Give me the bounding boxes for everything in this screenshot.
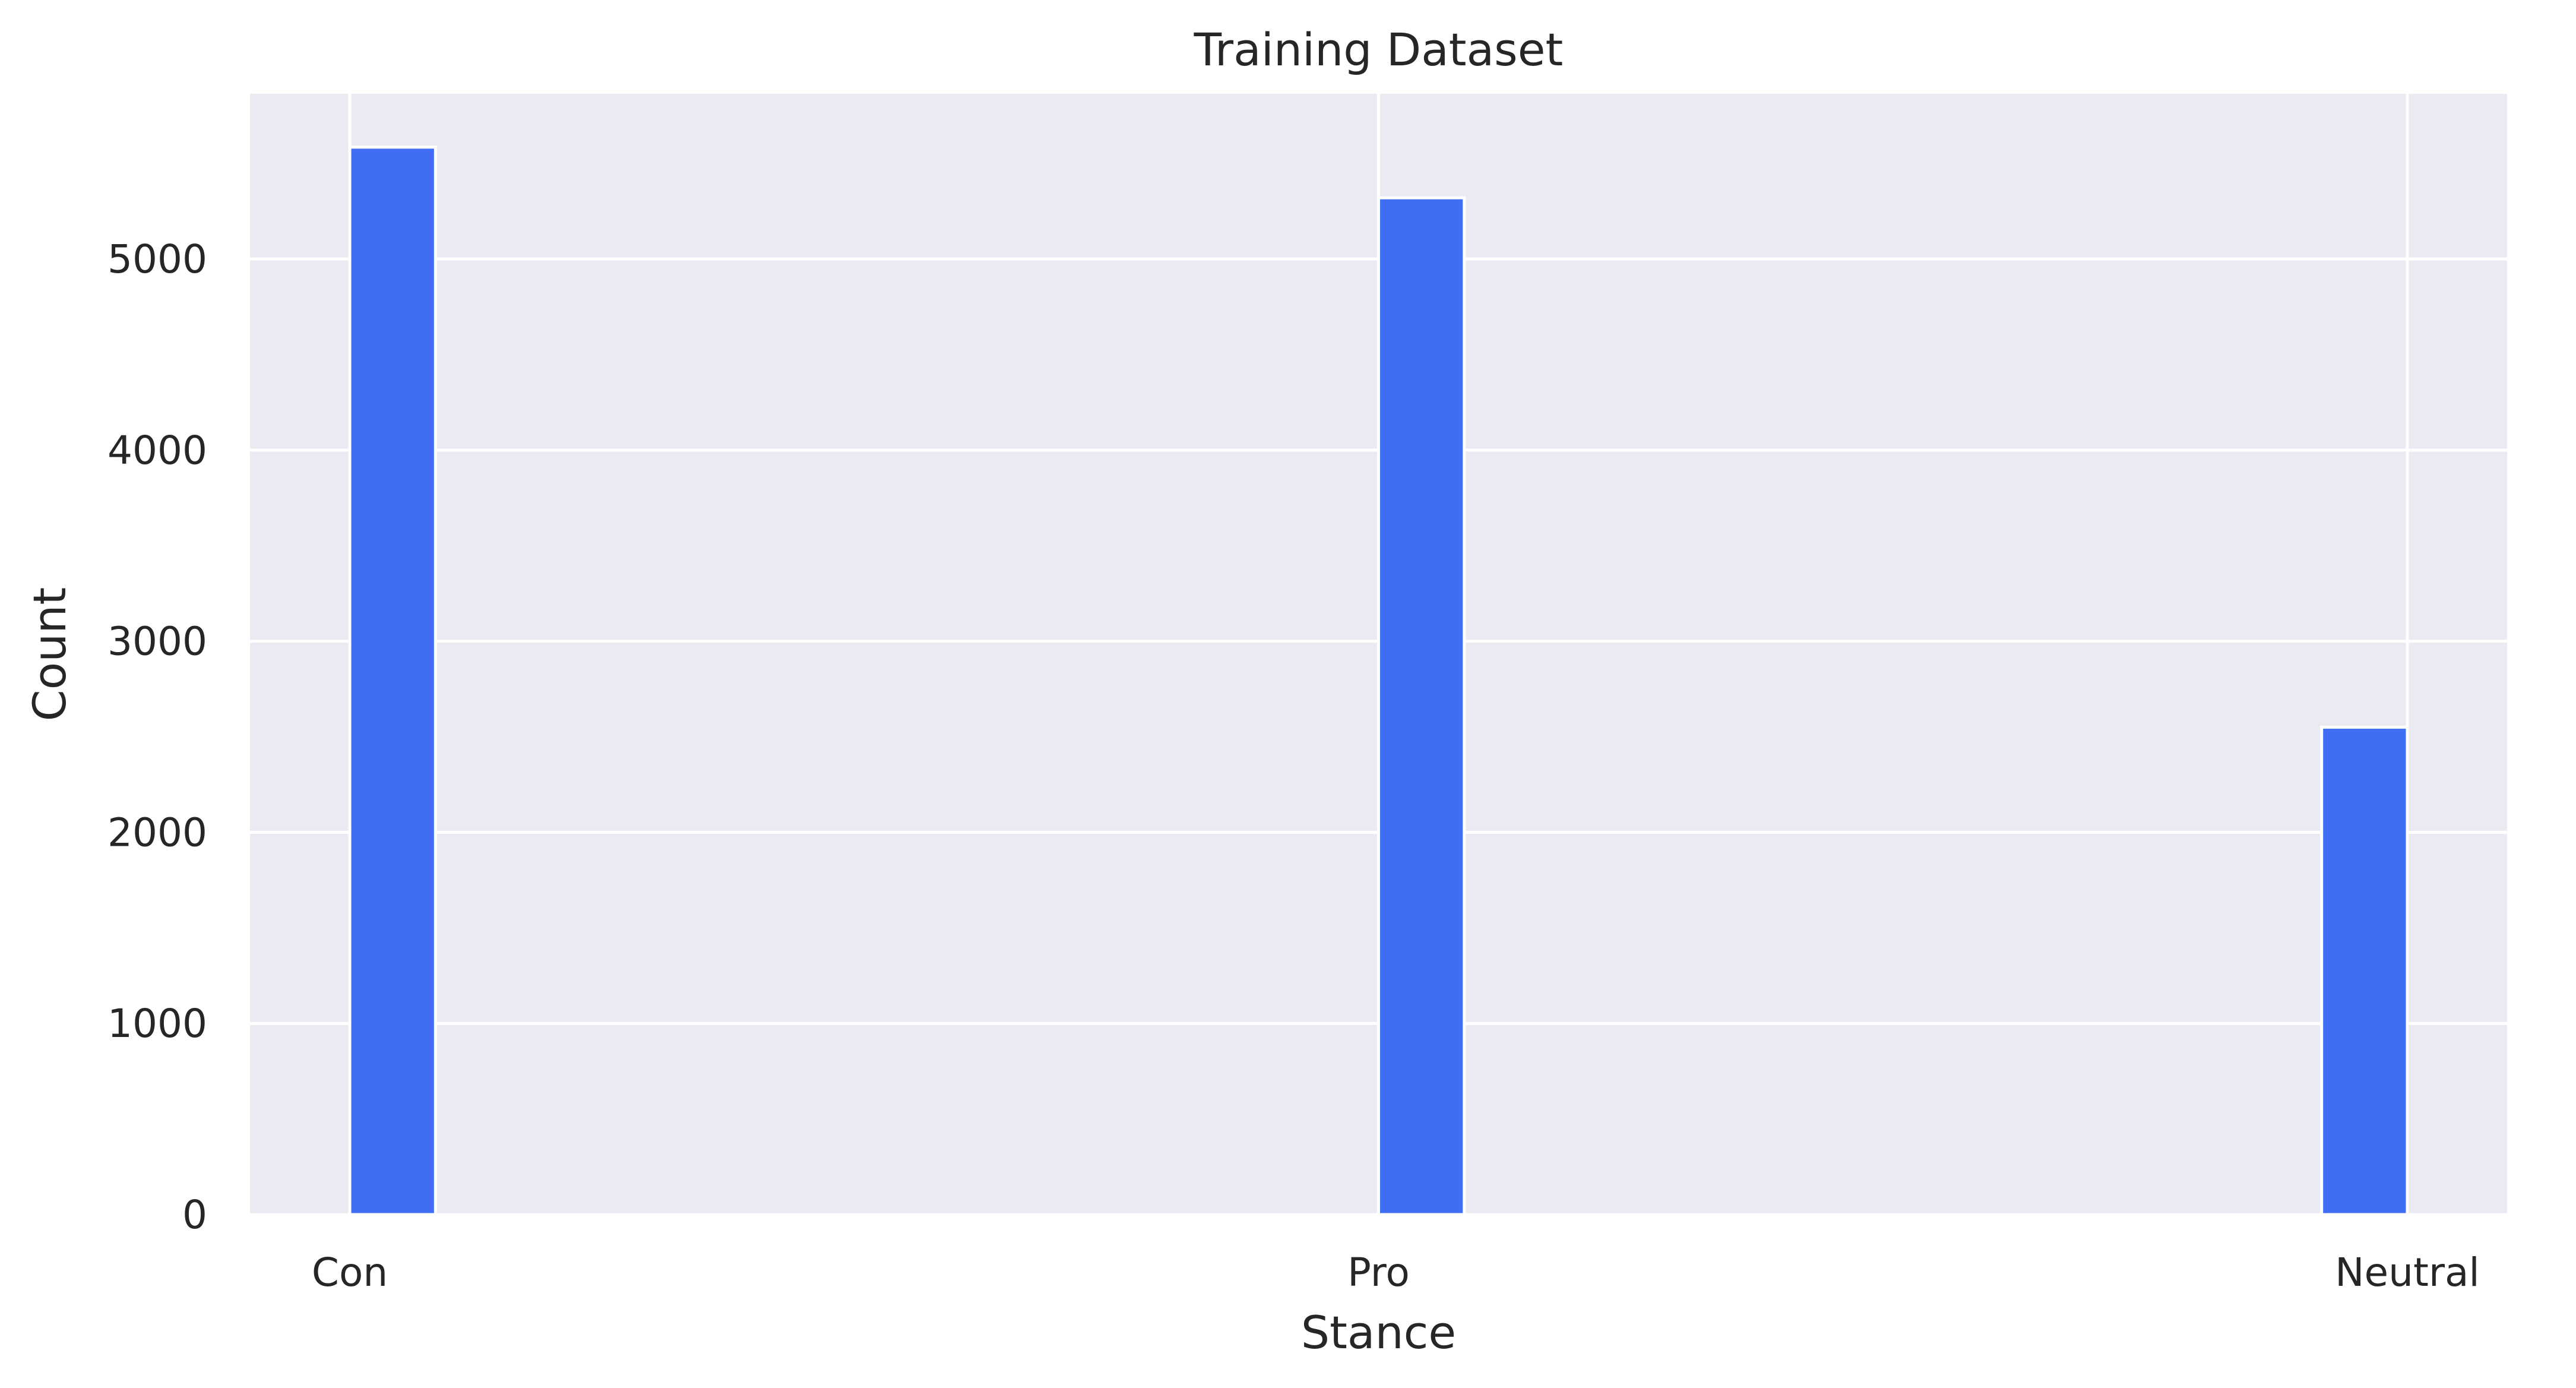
y-tick-label: 4000	[107, 428, 207, 473]
bars	[348, 146, 2409, 1216]
x-axis-ticks: Con Pro Neutral	[312, 1250, 2480, 1295]
bar-con	[348, 146, 437, 1216]
y-tick-label: 3000	[107, 619, 207, 665]
y-axis-label: Count	[23, 587, 76, 722]
y-tick-label: 5000	[107, 236, 207, 282]
bar-pro	[1377, 196, 1466, 1216]
y-tick-label: 1000	[107, 1001, 207, 1046]
bar-neutral	[2320, 725, 2409, 1216]
y-tick-label: 2000	[107, 810, 207, 855]
x-tick-label: Neutral	[2335, 1250, 2480, 1295]
y-axis-ticks: 0 1000 2000 3000 4000 5000	[107, 236, 207, 1238]
x-tick-label: Pro	[1347, 1250, 1410, 1295]
chart-title: Training Dataset	[1194, 23, 1564, 76]
x-tick-label: Con	[312, 1250, 388, 1295]
x-axis-label: Stance	[1301, 1306, 1456, 1359]
y-tick-label: 0	[182, 1192, 207, 1238]
